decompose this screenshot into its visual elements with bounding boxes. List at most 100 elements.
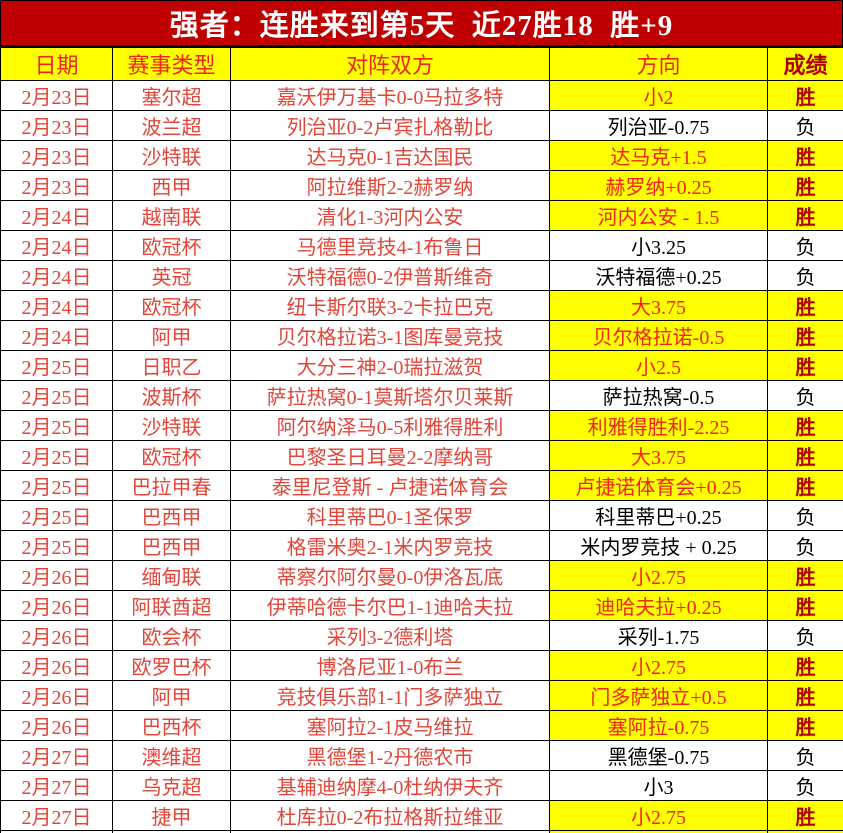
league-cell: 乌克超 xyxy=(112,770,231,801)
date-cell: 2月23日 xyxy=(0,170,113,201)
direction-cell: 河内公安 - 1.5 xyxy=(549,200,768,231)
date-cell: 2月24日 xyxy=(0,260,113,291)
date-cell: 2月26日 xyxy=(0,620,113,651)
match-cell: 泰里尼登斯 - 卢捷诺体育会 xyxy=(230,470,550,501)
table-row: 2月27日 澳维超 黑德堡1-2丹德农市 黑德堡-0.75 负 xyxy=(0,740,843,771)
match-cell: 嘉沃伊万基卡0-0马拉多特 xyxy=(230,80,550,111)
match-cell: 伊蒂哈德卡尔巴1-1迪哈夫拉 xyxy=(230,590,550,621)
league-cell: 沙特联 xyxy=(112,140,231,171)
table-row: 2月25日 巴拉甲春 泰里尼登斯 - 卢捷诺体育会 卢捷诺体育会+0.25 胜 xyxy=(0,470,843,501)
match-cell: 萨拉热窝0-1莫斯塔尔贝莱斯 xyxy=(230,380,550,411)
match-cell: 列治亚0-2卢宾扎格勒比 xyxy=(230,110,550,141)
direction-cell: 采列-1.75 xyxy=(549,620,768,651)
direction-cell: 小2.5 xyxy=(549,350,768,381)
match-cell: 贝尔格拉诺3-1图库曼竞技 xyxy=(230,320,550,351)
match-cell: 马德里竞技4-1布鲁日 xyxy=(230,230,550,261)
result-cell: 胜 xyxy=(767,170,843,201)
date-cell: 2月23日 xyxy=(0,110,113,141)
direction-cell: 迪哈夫拉+0.25 xyxy=(549,590,768,621)
match-cell: 塞阿拉2-1皮马维拉 xyxy=(230,710,550,741)
league-cell: 巴西甲 xyxy=(112,500,231,531)
results-body: 2月23日 塞尔超 嘉沃伊万基卡0-0马拉多特 小2 胜 2月23日 波兰超 列… xyxy=(0,80,843,833)
league-cell: 越南联 xyxy=(112,200,231,231)
date-cell: 2月26日 xyxy=(0,680,113,711)
result-cell: 负 xyxy=(767,380,843,411)
direction-cell: 小2.75 xyxy=(549,650,768,681)
table-row: 2月27日 德乙 德累斯顿3-1达姆施塔特 德累斯顿+0.25 胜 xyxy=(0,830,843,833)
table-row: 2月23日 西甲 阿拉维斯2-2赫罗纳 赫罗纳+0.25 胜 xyxy=(0,170,843,201)
date-cell: 2月26日 xyxy=(0,710,113,741)
table-row: 2月24日 越南联 清化1-3河内公安 河内公安 - 1.5 胜 xyxy=(0,200,843,231)
league-cell: 阿甲 xyxy=(112,320,231,351)
match-cell: 达马克0-1吉达国民 xyxy=(230,140,550,171)
match-cell: 科里蒂巴0-1圣保罗 xyxy=(230,500,550,531)
results-header: 日期 赛事类型 对阵双方 方向 成绩 xyxy=(0,47,843,81)
league-cell: 缅甸联 xyxy=(112,560,231,591)
date-cell: 2月26日 xyxy=(0,590,113,621)
result-cell: 胜 xyxy=(767,710,843,741)
result-cell: 负 xyxy=(767,620,843,651)
league-cell: 波斯杯 xyxy=(112,380,231,411)
result-cell: 胜 xyxy=(767,680,843,711)
column-header-match: 对阵双方 xyxy=(230,47,550,81)
direction-cell: 科里蒂巴+0.25 xyxy=(549,500,768,531)
direction-cell: 大3.75 xyxy=(549,290,768,321)
match-cell: 博洛尼亚1-0布兰 xyxy=(230,650,550,681)
direction-cell: 小2.75 xyxy=(549,560,768,591)
result-cell: 胜 xyxy=(767,200,843,231)
league-cell: 欧会杯 xyxy=(112,620,231,651)
league-cell: 澳维超 xyxy=(112,740,231,771)
date-cell: 2月25日 xyxy=(0,500,113,531)
result-cell: 负 xyxy=(767,770,843,801)
result-cell: 胜 xyxy=(767,800,843,831)
league-cell: 西甲 xyxy=(112,170,231,201)
match-cell: 黑德堡1-2丹德农市 xyxy=(230,740,550,771)
direction-cell: 赫罗纳+0.25 xyxy=(549,170,768,201)
table-row: 2月25日 巴西甲 科里蒂巴0-1圣保罗 科里蒂巴+0.25 负 xyxy=(0,500,843,531)
match-cell: 阿拉维斯2-2赫罗纳 xyxy=(230,170,550,201)
table-row: 2月25日 波斯杯 萨拉热窝0-1莫斯塔尔贝莱斯 萨拉热窝-0.5 负 xyxy=(0,380,843,411)
result-cell: 胜 xyxy=(767,140,843,171)
direction-cell: 卢捷诺体育会+0.25 xyxy=(549,470,768,501)
result-cell: 负 xyxy=(767,740,843,771)
league-cell: 巴西杯 xyxy=(112,710,231,741)
header-row: 日期 赛事类型 对阵双方 方向 成绩 xyxy=(0,47,843,81)
result-cell: 胜 xyxy=(767,320,843,351)
date-cell: 2月26日 xyxy=(0,560,113,591)
title-banner: 强者：连胜来到第5天 近27胜18 胜+9 xyxy=(0,0,843,47)
match-cell: 格雷米奥2-1米内罗竞技 xyxy=(230,530,550,561)
result-cell: 负 xyxy=(767,500,843,531)
column-header-direction: 方向 xyxy=(549,47,768,81)
league-cell: 波兰超 xyxy=(112,110,231,141)
table-row: 2月26日 阿甲 竞技俱乐部1-1门多萨独立 门多萨独立+0.5 胜 xyxy=(0,680,843,711)
league-cell: 巴拉甲春 xyxy=(112,470,231,501)
table-row: 2月23日 沙特联 达马克0-1吉达国民 达马克+1.5 胜 xyxy=(0,140,843,171)
date-cell: 2月23日 xyxy=(0,80,113,111)
league-cell: 阿甲 xyxy=(112,680,231,711)
date-cell: 2月25日 xyxy=(0,530,113,561)
table-row: 2月27日 捷甲 杜库拉0-2布拉格斯拉维亚 小2.75 胜 xyxy=(0,800,843,831)
direction-cell: 萨拉热窝-0.5 xyxy=(549,380,768,411)
league-cell: 巴西甲 xyxy=(112,530,231,561)
match-cell: 杜库拉0-2布拉格斯拉维亚 xyxy=(230,800,550,831)
results-table: 日期 赛事类型 对阵双方 方向 成绩 2月23日 塞尔超 嘉沃伊万基卡0-0马拉… xyxy=(0,47,843,833)
table-row: 2月26日 欧罗巴杯 博洛尼亚1-0布兰 小2.75 胜 xyxy=(0,650,843,681)
league-cell: 塞尔超 xyxy=(112,80,231,111)
direction-cell: 小2 xyxy=(549,80,768,111)
league-cell: 英冠 xyxy=(112,260,231,291)
date-cell: 2月24日 xyxy=(0,230,113,261)
match-cell: 巴黎圣日耳曼2-2摩纳哥 xyxy=(230,440,550,471)
result-cell: 胜 xyxy=(767,560,843,591)
result-cell: 胜 xyxy=(767,590,843,621)
table-row: 2月25日 欧冠杯 巴黎圣日耳曼2-2摩纳哥 大3.75 胜 xyxy=(0,440,843,471)
match-cell: 竞技俱乐部1-1门多萨独立 xyxy=(230,680,550,711)
table-row: 2月25日 巴西甲 格雷米奥2-1米内罗竞技 米内罗竞技 + 0.25 负 xyxy=(0,530,843,561)
date-cell: 2月25日 xyxy=(0,350,113,381)
result-cell: 负 xyxy=(767,260,843,291)
result-cell: 负 xyxy=(767,530,843,561)
table-row: 2月25日 日职乙 大分三神2-0瑞拉滋贺 小2.5 胜 xyxy=(0,350,843,381)
direction-cell: 小3 xyxy=(549,770,768,801)
result-cell: 胜 xyxy=(767,290,843,321)
table-row: 2月26日 巴西杯 塞阿拉2-1皮马维拉 塞阿拉-0.75 胜 xyxy=(0,710,843,741)
